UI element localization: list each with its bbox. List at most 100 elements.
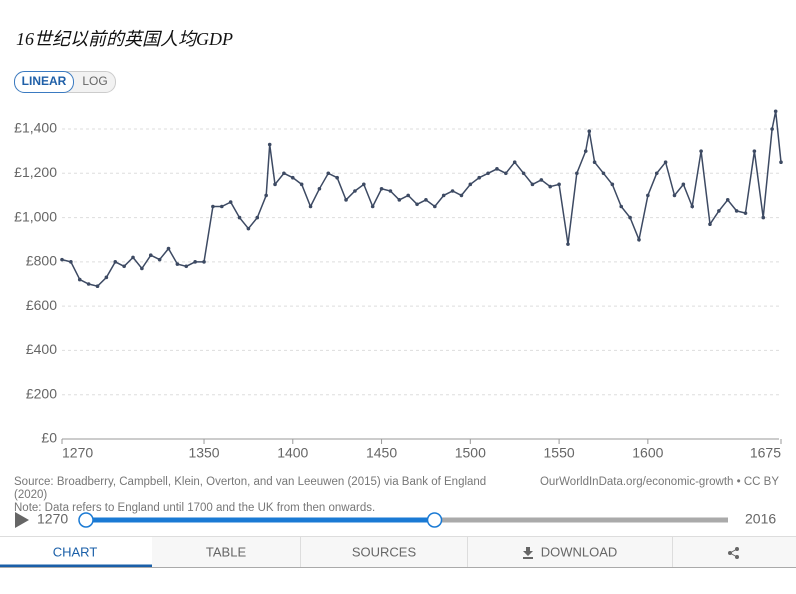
data-point bbox=[637, 237, 641, 242]
linear-label[interactable]: LINEAR bbox=[22, 74, 67, 88]
data-point bbox=[157, 257, 162, 262]
data-point bbox=[424, 198, 428, 202]
x-tick-label: 1270 bbox=[62, 445, 93, 461]
data-point bbox=[273, 182, 277, 187]
data-point bbox=[717, 209, 721, 213]
data-line bbox=[61, 111, 782, 288]
source: Source: Broadberry, Campbell, Klein, Ove… bbox=[14, 476, 486, 488]
data-point bbox=[504, 171, 508, 176]
data-point bbox=[587, 129, 592, 134]
x-tick-label: 1550 bbox=[544, 445, 575, 461]
download-icon[interactable] bbox=[523, 547, 533, 559]
data-point bbox=[415, 202, 419, 207]
data-point bbox=[672, 193, 677, 198]
tab-label[interactable]: DOWNLOAD bbox=[541, 544, 618, 559]
x-tick-label: 1675 bbox=[750, 445, 781, 461]
data-point bbox=[140, 266, 144, 271]
data-point bbox=[397, 198, 402, 202]
linear-button[interactable] bbox=[14, 71, 74, 93]
tab-label[interactable]: CHART bbox=[53, 544, 98, 559]
tab-label[interactable]: SOURCES bbox=[352, 544, 417, 559]
data-point bbox=[486, 171, 490, 176]
data-point bbox=[530, 182, 535, 187]
log-label[interactable]: LOG bbox=[82, 74, 107, 88]
y-tick-label: £400 bbox=[26, 341, 57, 357]
data-point bbox=[267, 142, 272, 147]
data-point bbox=[237, 215, 242, 220]
play-button[interactable] bbox=[15, 512, 29, 528]
data-point bbox=[699, 149, 703, 153]
data-point bbox=[433, 204, 437, 209]
data-point bbox=[264, 193, 268, 198]
data-point bbox=[308, 204, 313, 209]
data-point bbox=[619, 204, 624, 209]
data-point bbox=[388, 189, 393, 193]
y-tick-label: £800 bbox=[26, 253, 57, 269]
y-tick-label: £1,000 bbox=[14, 208, 57, 224]
data-point bbox=[725, 198, 730, 202]
tab[interactable] bbox=[0, 537, 152, 567]
data-point bbox=[362, 182, 366, 187]
data-point bbox=[557, 182, 561, 187]
data-point bbox=[353, 189, 357, 193]
data-point bbox=[104, 275, 109, 280]
data-point bbox=[317, 186, 322, 191]
data-point bbox=[663, 160, 668, 165]
tab-label[interactable]: TABLE bbox=[206, 544, 247, 559]
data-point bbox=[122, 264, 126, 269]
y-tick-label: £200 bbox=[26, 385, 57, 401]
data-point bbox=[219, 204, 224, 209]
data-point bbox=[290, 175, 295, 180]
y-tick-label: £600 bbox=[26, 297, 57, 313]
data-point bbox=[166, 246, 171, 251]
data-point bbox=[646, 193, 650, 198]
x-tick-label: 1450 bbox=[366, 445, 397, 461]
data-point bbox=[379, 186, 384, 191]
x-tick-label: 1600 bbox=[632, 445, 663, 461]
data-point bbox=[539, 178, 544, 182]
data-point bbox=[708, 222, 712, 227]
data-point bbox=[113, 260, 118, 264]
data-point bbox=[335, 175, 339, 180]
data-point bbox=[610, 182, 615, 187]
data-point bbox=[752, 149, 757, 153]
data-point bbox=[521, 171, 526, 176]
note: Note: Data refers to England until 1700 … bbox=[14, 502, 375, 514]
data-point bbox=[450, 189, 455, 193]
data-point bbox=[468, 182, 473, 187]
x-tick-label: 1350 bbox=[188, 445, 219, 461]
data-point bbox=[69, 260, 73, 264]
data-point bbox=[370, 204, 375, 209]
data-point bbox=[601, 171, 606, 176]
chart-title: 16世纪以前的英国人均GDP bbox=[16, 29, 233, 49]
data-point bbox=[770, 127, 774, 131]
data-point bbox=[95, 284, 100, 289]
y-tick-label: £0 bbox=[41, 430, 57, 446]
data-point bbox=[734, 209, 739, 213]
data-point bbox=[566, 242, 570, 246]
data-point bbox=[246, 226, 251, 231]
data-point bbox=[299, 182, 304, 187]
data-point bbox=[193, 260, 197, 264]
data-point bbox=[628, 215, 632, 220]
data-point bbox=[681, 182, 686, 187]
data-point bbox=[148, 253, 153, 258]
timeline-handle[interactable] bbox=[426, 512, 443, 528]
data-point bbox=[459, 193, 464, 198]
share-icon[interactable] bbox=[728, 547, 739, 559]
data-point bbox=[326, 171, 331, 176]
data-point bbox=[654, 171, 659, 176]
y-tick-label: £1,200 bbox=[14, 164, 57, 180]
data-point bbox=[60, 257, 64, 262]
x-tick-label: 1400 bbox=[277, 445, 308, 461]
data-point bbox=[592, 160, 597, 165]
data-point bbox=[406, 193, 410, 198]
data-point bbox=[548, 184, 553, 189]
timeline-handle[interactable] bbox=[78, 512, 94, 528]
data-point bbox=[86, 282, 91, 286]
data-point bbox=[282, 171, 286, 176]
credit[interactable]: OurWorldInData.org/economic-growth • CC … bbox=[540, 476, 779, 488]
data-point bbox=[512, 160, 517, 165]
x-tick-label: 1500 bbox=[455, 445, 486, 461]
